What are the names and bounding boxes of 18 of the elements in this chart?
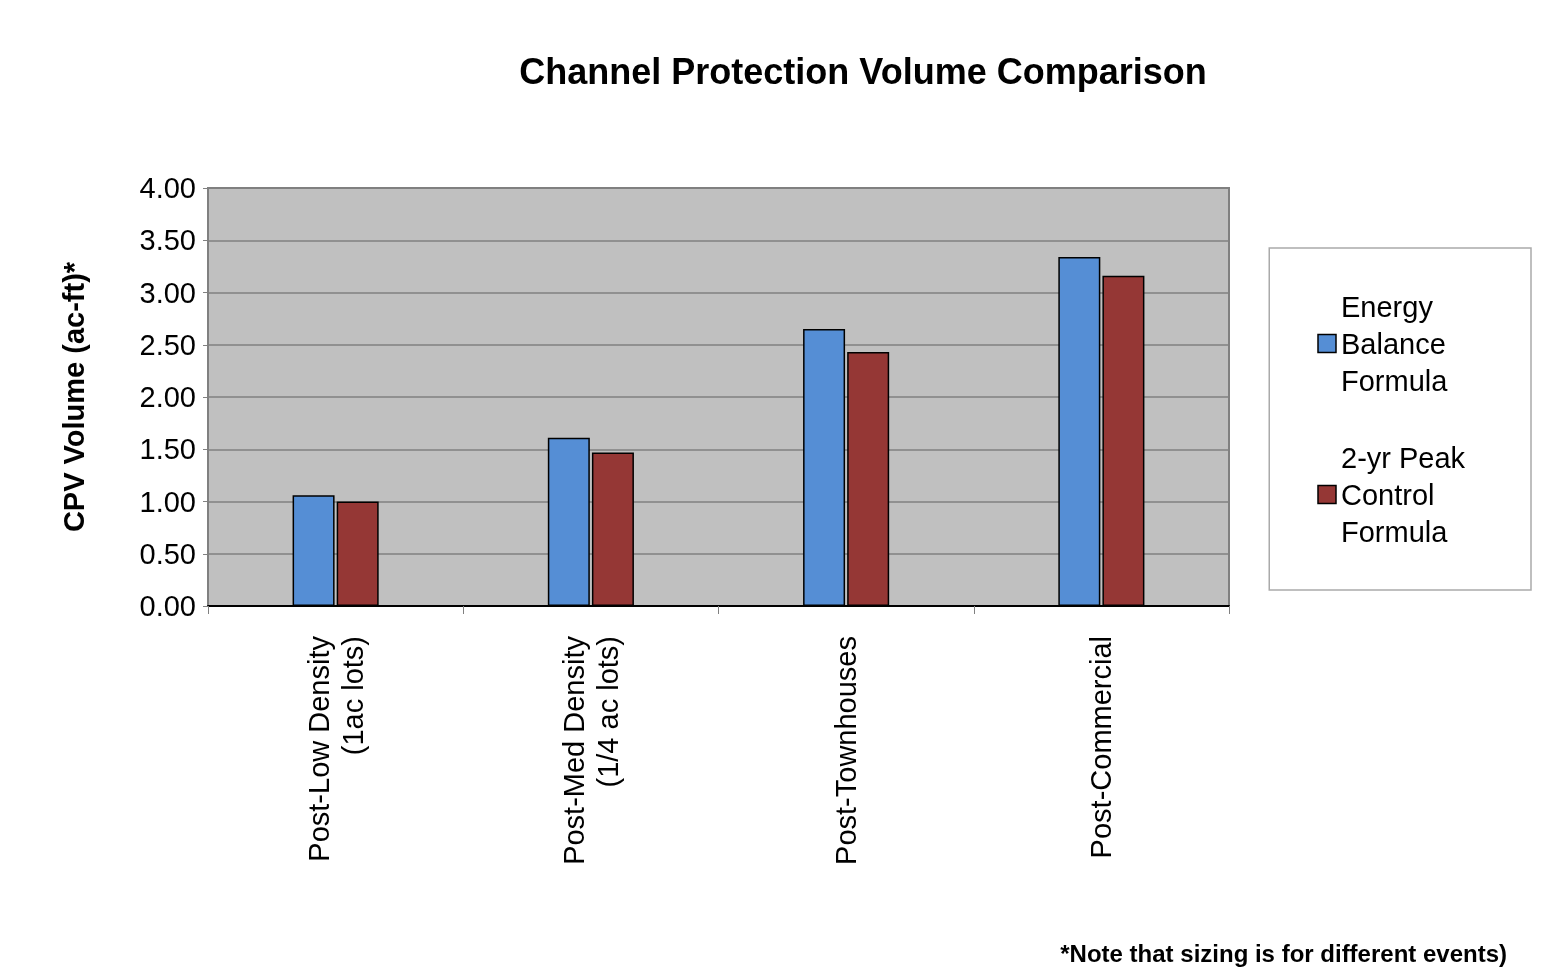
legend-label: Energy Balance Formula xyxy=(1341,290,1454,397)
y-axis-title: CPV Volume (ac-ft)* xyxy=(57,261,90,533)
x-tick-label: Post-Med Density (1/4 ac lots) xyxy=(557,635,624,865)
y-tick-label: 2.00 xyxy=(139,381,196,413)
y-tick-label: 4.00 xyxy=(139,172,196,204)
text: *Note that sizing is for different events) xyxy=(1060,939,1507,967)
y-tick-label: 0.50 xyxy=(139,537,196,570)
y-tick-label: 3.00 xyxy=(139,276,196,309)
y-tick-label: 3.50 xyxy=(139,224,196,257)
y-tick-label: 1.00 xyxy=(139,485,196,518)
x-tick-label: Post-Commercial xyxy=(1085,636,1118,859)
x-tick-label: Post-Townhouses xyxy=(830,636,863,865)
y-tick-label: 0.00 xyxy=(139,590,196,622)
y-tick-label: 2.50 xyxy=(139,328,196,361)
y-tick-label: 1.50 xyxy=(139,433,196,466)
x-tick-label: Post-Low Density (1ac lots) xyxy=(302,635,369,862)
legend-label: 2-yr Peak Control Formula xyxy=(1341,441,1474,548)
chart-title: Channel Protection Volume Comparison xyxy=(519,50,1207,92)
